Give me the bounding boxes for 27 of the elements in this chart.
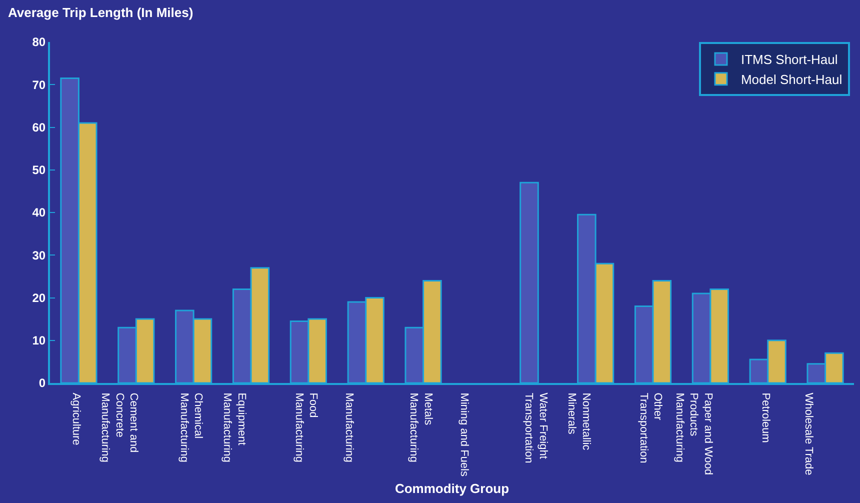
x-tick-label: Paper and Wood Products Manufacturing xyxy=(673,392,714,476)
legend-label: Model Short-Haul xyxy=(740,72,842,87)
y-tick-label: 80 xyxy=(32,35,46,50)
y-tick-label: 50 xyxy=(32,163,46,178)
y-tick-label: 20 xyxy=(32,290,46,305)
x-tick-label: Equipment Manufacturing xyxy=(221,392,248,462)
x-tick-label: Nonmetallic Minerals xyxy=(566,392,592,451)
legend-label: ITMS Short-Haul xyxy=(740,52,838,68)
x-tick-label: Food Manufacturing xyxy=(292,392,320,462)
x-tick-label: Cement and Concrete Manufacturing xyxy=(99,392,140,462)
x-axis-title: Commodity Group xyxy=(394,481,510,496)
x-tick-label: Petroleum xyxy=(759,392,772,443)
x-tick-label: Water Freight Transportation xyxy=(522,392,549,464)
y-tick-label: 30 xyxy=(32,248,46,262)
x-tick-label: Manufacturing xyxy=(343,392,356,462)
x-tick-label: Agriculture xyxy=(70,392,82,446)
y-axis-title: Average Trip Length (In Miles) xyxy=(8,5,194,20)
x-tick-label: Mining and Fuels xyxy=(458,392,470,477)
y-tick-label: 40 xyxy=(32,206,46,220)
y-tick-label: 10 xyxy=(32,334,46,348)
x-tick-label: Chemical Manufacturing xyxy=(178,392,204,462)
y-tick-label: 60 xyxy=(32,120,46,134)
y-tick-label: 0 xyxy=(38,376,46,390)
x-tick-label: Other Transportation xyxy=(637,392,664,464)
y-tick-label: 70 xyxy=(32,78,46,92)
x-tick-label: Wholesale Trade xyxy=(802,392,814,476)
x-tick-label: Metals Manufacturing xyxy=(408,392,434,462)
